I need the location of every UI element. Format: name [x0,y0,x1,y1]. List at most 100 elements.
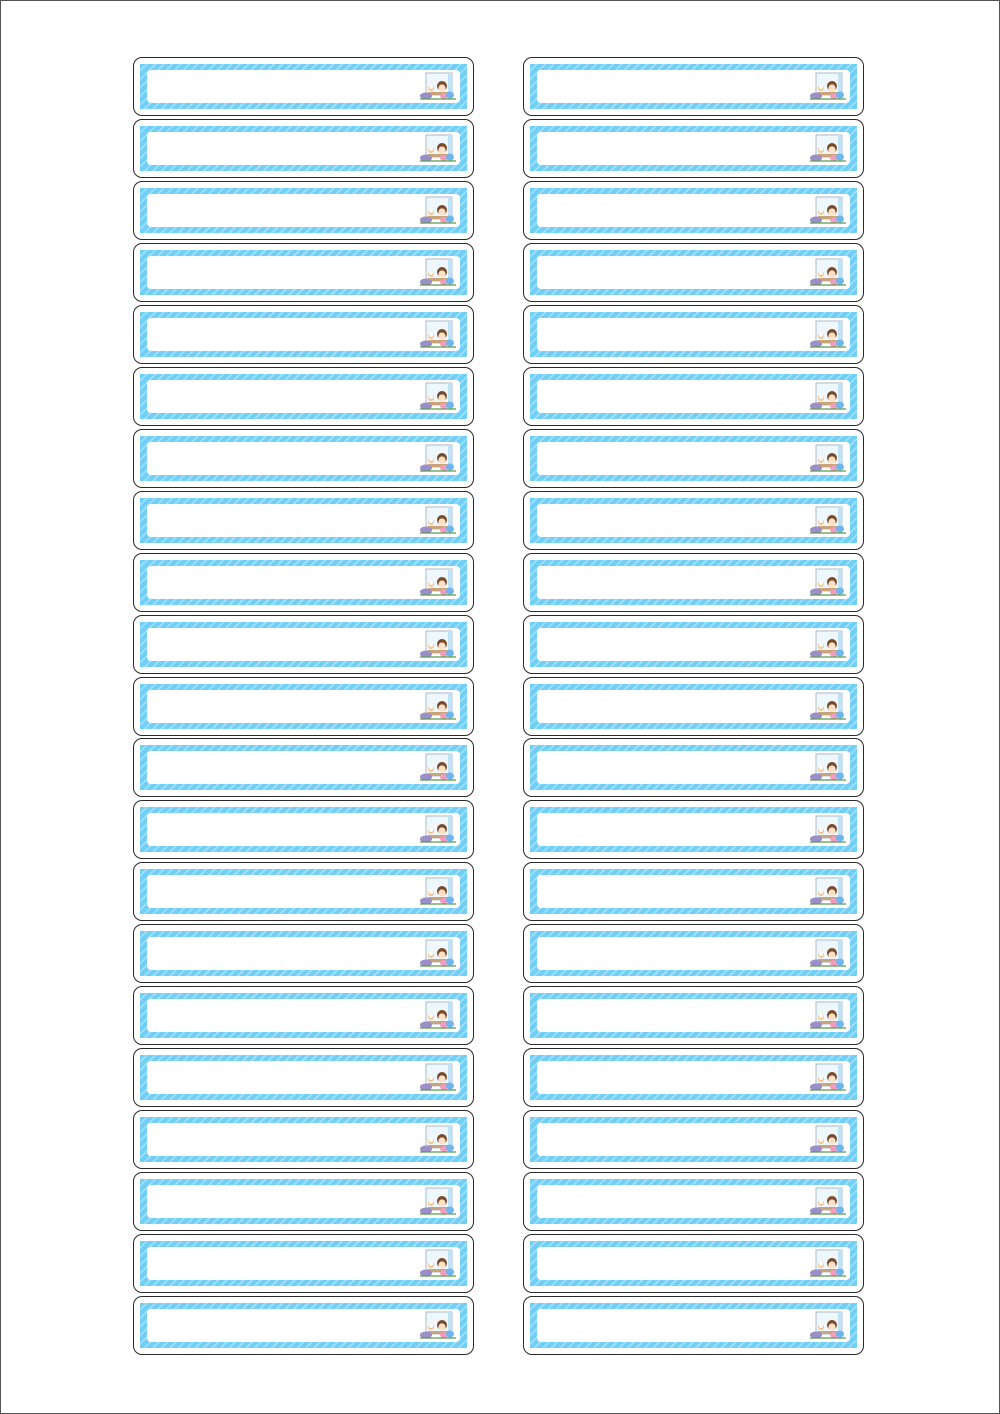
striped-frame [530,1055,857,1100]
girl-with-cat-at-window-icon [810,815,846,843]
name-label [523,553,864,612]
striped-frame [140,188,467,233]
striped-frame [140,684,467,729]
label-write-area [147,813,460,846]
girl-with-cat-at-window-icon [420,134,456,162]
girl-with-cat-at-window-icon [420,815,456,843]
striped-frame [140,126,467,171]
name-label [523,862,864,921]
name-label [133,862,474,921]
girl-with-cat-at-window-icon [420,1249,456,1277]
girl-with-cat-at-window-icon [810,134,846,162]
name-label [523,1110,864,1169]
label-write-area [147,690,460,723]
name-label [523,738,864,797]
name-label [523,119,864,178]
striped-frame [530,1179,857,1224]
name-label [133,243,474,302]
girl-with-cat-at-window-icon [420,568,456,596]
girl-with-cat-at-window-icon [420,1187,456,1215]
striped-frame [530,993,857,1038]
girl-with-cat-at-window-icon [810,1063,846,1091]
label-write-area [147,566,460,599]
label-write-area [537,875,850,908]
name-label [133,367,474,426]
label-write-area [537,1123,850,1156]
label-write-area [147,1061,460,1094]
name-label [523,367,864,426]
striped-frame [140,436,467,481]
striped-frame [530,1303,857,1348]
girl-with-cat-at-window-icon [810,877,846,905]
label-write-area [537,937,850,970]
label-write-area [147,751,460,784]
striped-frame [530,931,857,976]
name-label [133,491,474,550]
girl-with-cat-at-window-icon [810,630,846,658]
label-write-area [147,1123,460,1156]
striped-frame [140,622,467,667]
girl-with-cat-at-window-icon [810,72,846,100]
label-write-area [147,132,460,165]
girl-with-cat-at-window-icon [810,320,846,348]
girl-with-cat-at-window-icon [810,1311,846,1339]
label-write-area [147,1247,460,1280]
label-write-area [147,628,460,661]
striped-frame [140,1241,467,1286]
girl-with-cat-at-window-icon [420,877,456,905]
striped-frame [530,498,857,543]
girl-with-cat-at-window-icon [420,258,456,286]
striped-frame [140,931,467,976]
striped-frame [140,745,467,790]
label-write-area [537,442,850,475]
striped-frame [530,807,857,852]
label-write-area [147,937,460,970]
striped-frame [140,498,467,543]
label-write-area [537,566,850,599]
name-label [133,57,474,116]
striped-frame [140,993,467,1038]
label-write-area [537,999,850,1032]
striped-frame [140,869,467,914]
label-write-area [147,1185,460,1218]
label-write-area [537,1061,850,1094]
label-write-area [537,194,850,227]
name-label [133,924,474,983]
label-write-area [537,380,850,413]
striped-frame [530,622,857,667]
name-label [523,305,864,364]
name-label [523,429,864,488]
name-label [523,181,864,240]
striped-frame [530,374,857,419]
girl-with-cat-at-window-icon [420,939,456,967]
girl-with-cat-at-window-icon [810,1187,846,1215]
name-label [133,1234,474,1293]
label-write-area [537,628,850,661]
label-write-area [537,1309,850,1342]
name-label [133,429,474,488]
label-write-area [147,380,460,413]
name-label [523,1048,864,1107]
girl-with-cat-at-window-icon [420,320,456,348]
name-label [133,181,474,240]
label-write-area [147,318,460,351]
label-write-area [537,132,850,165]
striped-frame [140,64,467,109]
name-label [523,1172,864,1231]
name-label [133,1172,474,1231]
girl-with-cat-at-window-icon [810,1249,846,1277]
girl-with-cat-at-window-icon [420,72,456,100]
striped-frame [530,64,857,109]
name-label [523,800,864,859]
striped-frame [530,560,857,605]
striped-frame [140,374,467,419]
striped-frame [530,126,857,171]
name-label [523,57,864,116]
name-label [133,305,474,364]
striped-frame [530,869,857,914]
girl-with-cat-at-window-icon [810,1001,846,1029]
girl-with-cat-at-window-icon [810,382,846,410]
name-label [133,738,474,797]
striped-frame [530,188,857,233]
name-label [133,553,474,612]
